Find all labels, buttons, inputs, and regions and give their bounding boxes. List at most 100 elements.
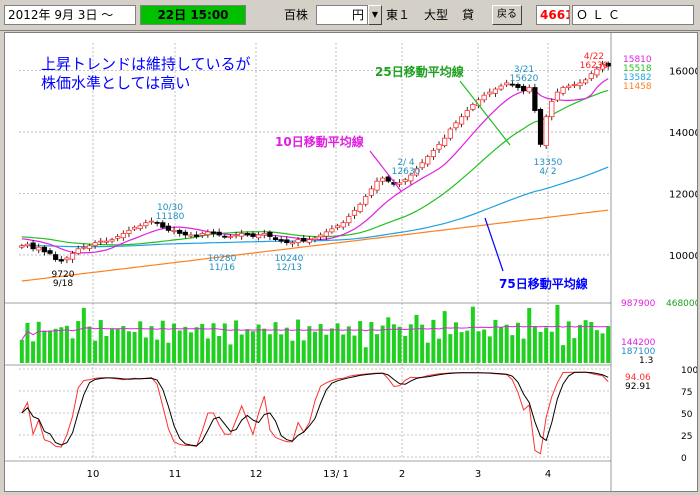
volume-bar [482, 329, 487, 363]
candle-body [323, 231, 329, 237]
volume-bar [453, 322, 458, 363]
candle-body [380, 177, 386, 182]
svg-text:11180: 11180 [156, 212, 185, 222]
candle-body [30, 242, 36, 250]
volume-bar [250, 331, 255, 363]
volume-bar [375, 334, 380, 363]
volume-bar [329, 328, 334, 363]
volume-bar [352, 335, 357, 363]
svg-text:12/13: 12/13 [276, 263, 302, 273]
volume-bar [183, 326, 188, 363]
currency-select[interactable]: 円 [316, 5, 368, 25]
svg-text:11/16: 11/16 [209, 263, 235, 273]
candle-body [233, 234, 239, 237]
volume-bar [273, 322, 278, 363]
svg-text:12630: 12630 [392, 167, 421, 177]
candle-body [408, 174, 414, 182]
osc-tick-label: 25 [681, 432, 692, 442]
volume-bar [87, 326, 92, 363]
volume-bar [290, 340, 295, 363]
volume-bar [262, 328, 267, 363]
osc-tick-label: 50 [681, 410, 693, 420]
volume-bar [64, 325, 69, 363]
volume-bar [115, 328, 120, 363]
volume-bar [549, 331, 554, 363]
volume-bar [408, 324, 413, 363]
moving-average-lines [21, 78, 609, 282]
currency-dropdown-button[interactable]: ▼ [368, 5, 382, 25]
osc-tick-label: 75 [681, 388, 692, 398]
price-tick-label: 14000 [669, 128, 697, 139]
volume-bar [594, 330, 599, 363]
price-label-high-oct: 10/30 11180 [156, 203, 185, 222]
volume-bar [160, 320, 165, 363]
svg-text:10240: 10240 [275, 254, 304, 264]
ma10-pointer [369, 150, 402, 192]
volume-bar [555, 305, 560, 363]
oscillator-fast-line [21, 371, 609, 455]
volume-bar [59, 327, 64, 363]
ma75-line [21, 166, 609, 248]
volume-bar [583, 320, 588, 363]
volume-bar [341, 334, 346, 363]
candle-body [521, 85, 527, 92]
volume-bar [172, 323, 177, 363]
candle-body [69, 252, 76, 260]
volume-bar [403, 335, 408, 363]
candle-body [594, 68, 600, 76]
candle-body [453, 122, 459, 129]
svg-text:4/22: 4/22 [584, 52, 604, 62]
svg-text:13350: 13350 [534, 158, 563, 168]
volume-bar [538, 331, 543, 363]
volume-bar [420, 324, 425, 363]
volume-bar [425, 342, 430, 363]
rsi-fast-value: 94.06 [625, 373, 651, 383]
svg-text:10280: 10280 [208, 254, 237, 264]
back-button[interactable]: 戻る [492, 5, 522, 25]
svg-text:9720: 9720 [52, 270, 75, 280]
candle-body [537, 108, 544, 145]
candle-body [278, 239, 284, 242]
code-field[interactable]: 4661 [536, 5, 570, 25]
volume-bar [205, 338, 210, 363]
volume-bar [313, 331, 317, 363]
toolbar: 2012年 9月 3日 ～ 22日 15:00 百株 円 ▼ 東１ 大型 貸 戻… [0, 0, 700, 31]
ma25-pointer [459, 80, 511, 146]
svg-text:2/ 4: 2/ 4 [397, 158, 415, 168]
volume-bar [93, 340, 98, 363]
rsi-slow-value: 92.91 [625, 382, 651, 392]
candle-body [126, 229, 132, 234]
volume-bar [228, 344, 233, 363]
date-range-field[interactable]: 2012年 9月 3日 ～ [4, 5, 136, 25]
candle-body [605, 62, 611, 67]
volume-bar [470, 306, 475, 363]
candle-body [75, 248, 81, 254]
volume-bar [589, 322, 594, 363]
volume-bar [217, 335, 222, 363]
volume-bar [369, 322, 374, 363]
volume-bar [48, 330, 53, 363]
candle-body [368, 188, 374, 196]
price-label-low-apr: 13350 4/ 2 [534, 158, 563, 177]
volume-bar [155, 339, 160, 363]
candle-body [543, 116, 549, 146]
volume-bar [307, 326, 312, 363]
candle-body [58, 259, 64, 262]
svg-text:16230: 16230 [580, 61, 609, 71]
candle-body [109, 239, 115, 242]
oscillator-lines [21, 371, 609, 455]
candle-body [560, 87, 566, 94]
candle-body [210, 231, 217, 234]
volume-bar [600, 333, 605, 363]
ma25-line [21, 89, 609, 246]
volume-bar [521, 338, 526, 363]
candle-body [177, 229, 183, 234]
price-label-low-sep: 9720 9/18 [52, 270, 75, 289]
volume-bar [296, 319, 301, 363]
candle-body [64, 257, 70, 261]
candle-body [239, 233, 245, 237]
candle-body [222, 235, 228, 238]
name-field[interactable]: ＯＬＣ [572, 5, 694, 25]
candle-body [363, 196, 369, 205]
